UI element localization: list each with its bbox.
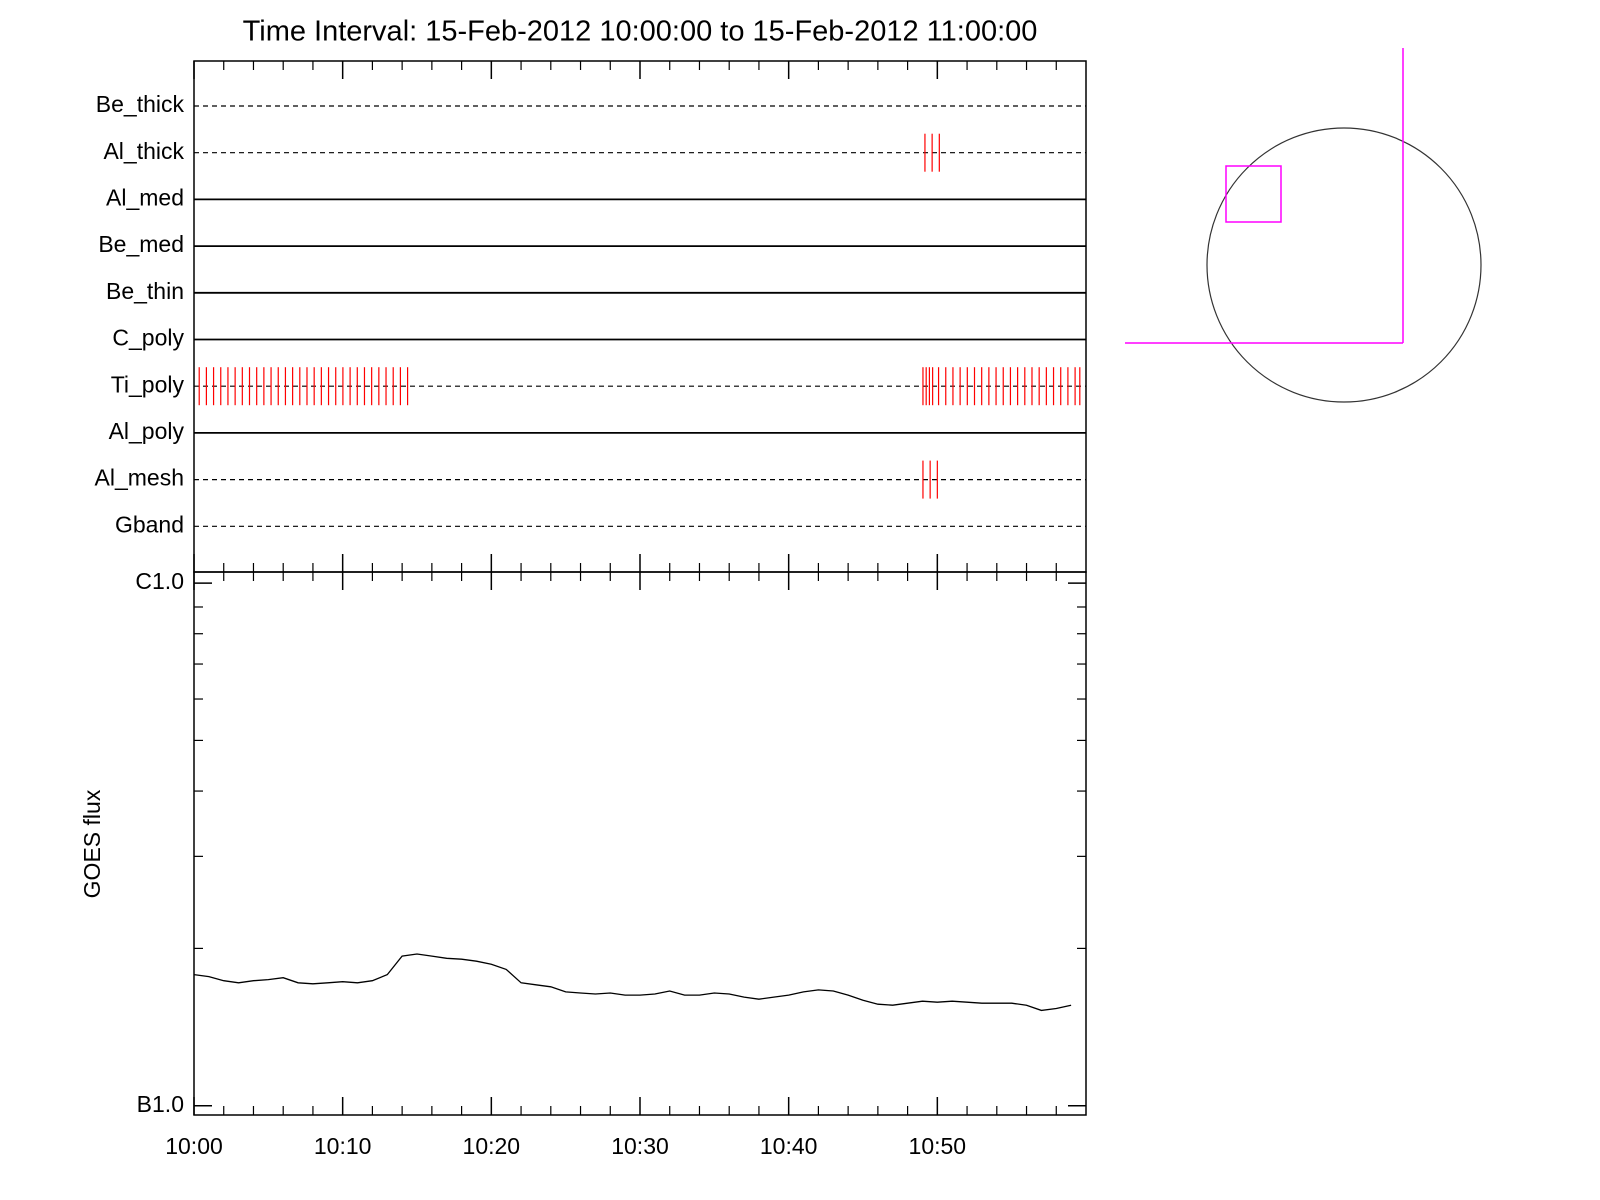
sun-map [1125, 48, 1482, 403]
row-label: Gband [115, 511, 184, 537]
row-label: Ti_poly [111, 371, 185, 397]
y-axis-label: GOES flux [79, 789, 105, 898]
row-label: Al_mesh [95, 465, 184, 491]
y-tick-label: B1.0 [137, 1091, 184, 1117]
row-label: Be_med [98, 231, 184, 257]
fov-box [1225, 165, 1282, 223]
solar-disk [1206, 127, 1482, 403]
goes-frame [193, 571, 1087, 1116]
row-label: Be_thin [106, 278, 184, 304]
x-tick-label: 10:20 [463, 1133, 521, 1159]
y-tick-label: C1.0 [135, 568, 184, 594]
row-label: Al_thick [103, 138, 184, 164]
x-tick-label: 10:10 [314, 1133, 372, 1159]
row-label: Al_poly [109, 418, 185, 444]
row-label: Al_med [106, 184, 184, 210]
row-label: Be_thick [96, 91, 185, 117]
chart-title: Time Interval: 15-Feb-2012 10:00:00 to 1… [243, 16, 1038, 48]
x-tick-label: 10:00 [165, 1133, 223, 1159]
goes-line [193, 953, 1072, 1012]
x-tick-label: 10:50 [909, 1133, 967, 1159]
row-label: C_poly [112, 325, 184, 351]
timeline-frame [193, 60, 1087, 573]
x-tick-label: 10:30 [611, 1133, 669, 1159]
x-tick-label: 10:40 [760, 1133, 818, 1159]
